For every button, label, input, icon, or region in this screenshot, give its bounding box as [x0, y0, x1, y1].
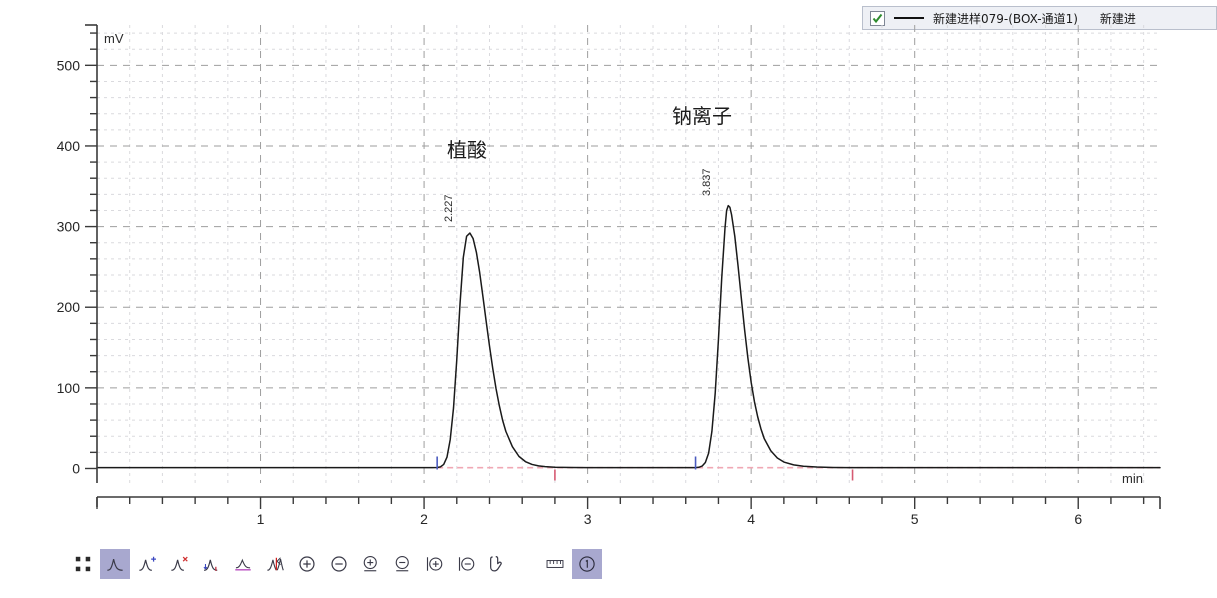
- chart-toolbar[interactable]: [0, 530, 1217, 598]
- y-axis: 0 100 200 300 400 500: [57, 24, 98, 483]
- zoom-out-horizontal-button[interactable]: [452, 549, 482, 579]
- zoom-out-button[interactable]: [324, 549, 354, 579]
- y-tick-label: 200: [57, 299, 81, 315]
- zoom-in-button[interactable]: [292, 549, 322, 579]
- legend-series-label: 新建进样079-(BOX-通道1): [933, 11, 1078, 26]
- peak-delete-icon: [171, 556, 188, 571]
- peak-add-icon: [139, 556, 156, 571]
- zoom-in-horizontal-button[interactable]: [420, 549, 450, 579]
- peak-select-icon: [107, 559, 123, 571]
- zoom-in-vertical-icon: [363, 555, 377, 572]
- y-tick-label: 0: [72, 460, 80, 476]
- peak-add-button[interactable]: [132, 549, 162, 579]
- y-tick-label: 100: [57, 380, 81, 396]
- fullscreen-icon: [75, 556, 91, 572]
- x-axis-unit-label: min: [1122, 471, 1143, 486]
- zoom-out-icon: [331, 556, 347, 572]
- peak-split-button[interactable]: [260, 549, 290, 579]
- y-tick-label: 500: [57, 57, 81, 73]
- chart-legend[interactable]: 新建进样079-(BOX-通道1) 新建进: [862, 6, 1217, 30]
- peak-delete-button[interactable]: [164, 549, 194, 579]
- y-axis-unit-label: mV: [104, 31, 124, 46]
- peak-label-1: 植酸: [447, 138, 487, 162]
- zoom-out-vertical-button[interactable]: [388, 549, 418, 579]
- x-tick-label: 4: [747, 511, 755, 527]
- peak-retention-time-1: 2.227: [443, 194, 455, 222]
- y-tick-label: 300: [57, 219, 81, 235]
- ruler-icon: [546, 560, 564, 568]
- ruler-button[interactable]: [540, 549, 570, 579]
- y-tick-label: 400: [57, 138, 81, 154]
- peak-baseline-icon: [235, 558, 251, 571]
- peak-label-2: 钠离子: [672, 104, 732, 128]
- zoom-in-vertical-button[interactable]: [356, 549, 386, 579]
- peak-start-button[interactable]: [196, 549, 226, 579]
- peak-boundary-markers: [436, 456, 854, 481]
- peak-select-button[interactable]: [100, 549, 130, 579]
- x-tick-label: 3: [584, 511, 592, 527]
- grid-major: [97, 25, 1160, 483]
- peak-start-icon: [203, 559, 218, 571]
- zoom-in-icon: [299, 556, 315, 572]
- zoom-out-horizontal-icon: [458, 557, 475, 571]
- peak-retention-time-2: 3.837: [701, 168, 713, 196]
- fullscreen-button[interactable]: [68, 549, 98, 579]
- x-axis: 1 2 3 4 5 6: [96, 496, 1161, 527]
- legend-checkbox[interactable]: [870, 10, 885, 26]
- zoom-out-vertical-icon: [395, 555, 409, 572]
- x-tick-label: 6: [1074, 511, 1082, 527]
- chromatogram-trace: [96, 204, 1161, 469]
- grid-minor: [97, 25, 1160, 483]
- zoom-in-horizontal-icon: [426, 557, 443, 571]
- legend-line-sample: [894, 17, 924, 19]
- legend-series-label-truncated: 新建进: [1099, 11, 1136, 26]
- x-tick-label: 5: [911, 511, 919, 527]
- peak-baseline-button[interactable]: [228, 549, 258, 579]
- x-tick-label: 1: [257, 511, 265, 527]
- pan-hand-button[interactable]: [484, 549, 514, 579]
- pan-hand-icon: [490, 556, 502, 572]
- peak-split-icon: [267, 557, 284, 571]
- channel-one-button[interactable]: [572, 549, 602, 579]
- check-icon: [872, 13, 883, 23]
- x-tick-label: 2: [420, 511, 428, 527]
- channel-one-icon: [579, 556, 595, 572]
